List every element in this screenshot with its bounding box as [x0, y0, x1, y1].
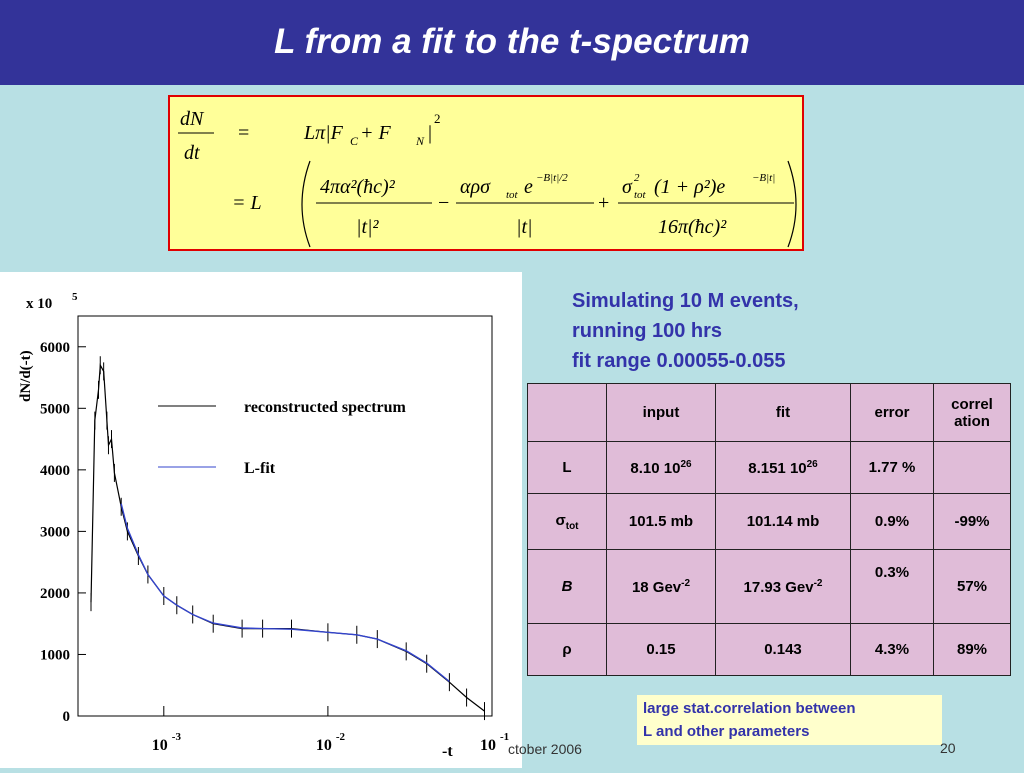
formula-line1-close: | — [428, 122, 432, 144]
y-tick-label: 2000 — [40, 586, 70, 602]
note-line-2: L and other parameters — [643, 723, 810, 740]
term3-rest: (1 + ρ²)e — [654, 176, 725, 198]
lhs-numerator: dN — [180, 108, 205, 130]
plot-panel: x 10 5 dN/d(-t) -t 0 1000 2000 3000 4000 5000… — [0, 272, 522, 768]
x-tick-exp: -1 — [500, 731, 509, 743]
y-tick-label: 5000 — [40, 401, 70, 417]
plus-sign: + — [598, 192, 609, 214]
plot-frame — [77, 315, 493, 717]
x-tick-label: 10 — [152, 737, 168, 754]
header-blank — [527, 383, 607, 442]
term2-numerator: αρσ — [460, 176, 491, 198]
x-tick-label: 10 — [316, 737, 332, 754]
param-B: B — [527, 549, 607, 624]
param-sigma: σtot — [527, 493, 607, 550]
formula-svg: dN dt = Lπ|F C + F N | 2 = L 4πα²(ħc)² |… — [178, 108, 797, 248]
input-cell: 18 Gev-2 — [606, 549, 716, 624]
series-reconstructed-line — [90, 363, 485, 712]
page-number: 20 — [940, 740, 956, 756]
corr-cell: -99% — [933, 493, 1011, 550]
param-L: L — [527, 441, 607, 494]
footer-date: ctober 2006 — [508, 741, 582, 757]
term3-denominator: 16π(ħc)² — [658, 216, 727, 238]
param-rho: ρ — [527, 623, 607, 676]
y-tick-label: 1000 — [40, 647, 70, 663]
header-error: error — [850, 383, 934, 442]
term3-sigma: σ — [622, 176, 633, 198]
sub-n: N — [415, 134, 425, 148]
results-table: input fit error correl ation L 8.10 1026… — [527, 383, 1011, 676]
header-correlation: correl ation — [933, 383, 1011, 442]
term2-exp: −B|t|/2 — [536, 172, 568, 184]
input-cell: 101.5 mb — [606, 493, 716, 550]
fit-cell: 8.151 1026 — [715, 441, 851, 494]
corr-cell: 89% — [933, 623, 1011, 676]
term3-exp: −B|t| — [752, 172, 775, 184]
term2-denominator: |t| — [516, 216, 533, 238]
corr-cell: 57% — [933, 549, 1011, 624]
equals-L: = L — [232, 192, 262, 214]
y-multiplier-exp: 5 — [72, 291, 78, 303]
y-multiplier: x 10 — [26, 296, 52, 312]
table-header-row: input fit error correl ation — [527, 383, 1011, 442]
sim-line-hours: running 100 hrs — [572, 320, 723, 342]
equals-sign: = — [238, 122, 249, 144]
formula-line1-b: + F — [360, 122, 391, 144]
formula-box: dN dt = Lπ|F C + F N | 2 = L 4πα²(ħc)² |… — [168, 95, 804, 251]
x-tick-exp: -2 — [336, 731, 346, 743]
y-tick-label: 4000 — [40, 463, 70, 479]
table-row: ρ 0.15 0.143 4.3% 89% — [527, 623, 1011, 676]
header-input: input — [606, 383, 716, 442]
error-cell: 0.9% — [850, 493, 934, 550]
legend-label-fit: L-fit — [244, 460, 276, 477]
input-cell: 8.10 1026 — [606, 441, 716, 494]
spectrum-chart: x 10 5 dN/d(-t) -t 0 1000 2000 3000 4000 5000… — [18, 291, 509, 760]
term2-sub: tot — [506, 189, 519, 201]
table-row: L 8.10 1026 8.151 1026 1.77 % — [527, 441, 1011, 494]
term3-sup: 2 — [634, 172, 640, 184]
y-tick-label: 0 — [63, 709, 71, 725]
fit-cell: 101.14 mb — [715, 493, 851, 550]
sub-c: C — [350, 134, 359, 148]
sim-line-events: Simulating 10 M events, — [572, 290, 799, 312]
slide-title: L from a fit to the t-spectrum — [274, 22, 750, 61]
title-bar — [0, 0, 1024, 85]
y-axis-label: dN/d(-t) — [18, 350, 34, 402]
formula-line1-sq: 2 — [434, 111, 441, 126]
x-axis-label: -t — [442, 743, 453, 760]
simulation-info: Simulating 10 M events, running 100 hrs … — [572, 286, 799, 376]
lhs-denominator: dt — [184, 142, 200, 164]
sim-line-range: fit range 0.00055-0.055 — [572, 350, 786, 372]
y-tick-label: 3000 — [40, 524, 70, 540]
corr-cell — [933, 441, 1011, 494]
error-cell: 4.3% — [850, 623, 934, 676]
x-tick-exp: -3 — [172, 731, 182, 743]
minus-sign: − — [438, 192, 449, 214]
x-tick-label: 10 — [480, 737, 496, 754]
input-cell: 0.15 — [606, 623, 716, 676]
correlation-note: large stat.correlation between L and oth… — [637, 695, 942, 745]
fit-cell: 0.143 — [715, 623, 851, 676]
term2-e: e — [524, 176, 533, 198]
table-row: σtot 101.5 mb 101.14 mb 0.9% -99% — [527, 493, 1011, 550]
formula-line1-a: Lπ|F — [303, 122, 344, 144]
fit-cell: 17.93 Gev-2 — [715, 549, 851, 624]
legend-label-reconstructed: reconstructed spectrum — [244, 399, 407, 416]
term1-numerator: 4πα²(ħc)² — [320, 176, 396, 198]
term3-sub: tot — [634, 189, 647, 201]
error-cell: 0.3% — [850, 549, 934, 624]
table-row: B 18 Gev-2 17.93 Gev-2 0.3% 57% — [527, 549, 1011, 624]
series-fit-line — [120, 503, 450, 683]
header-fit: fit — [715, 383, 851, 442]
error-cell: 1.77 % — [850, 441, 934, 494]
note-line-1: large stat.correlation between — [643, 700, 856, 717]
term1-denominator: |t|² — [356, 216, 380, 238]
y-tick-label: 6000 — [40, 340, 70, 356]
